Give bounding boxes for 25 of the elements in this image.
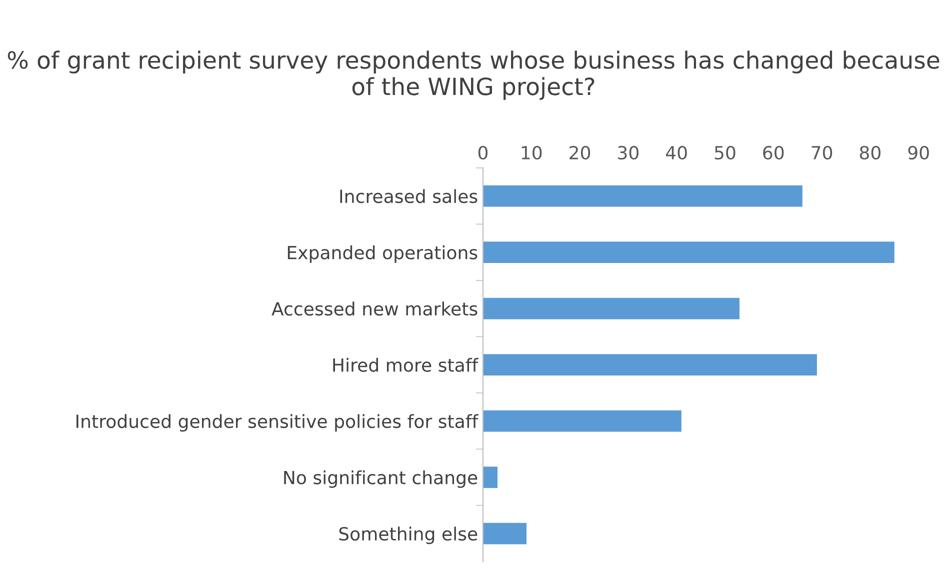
bar: [482, 242, 894, 263]
y-tick-label: Expanded operations: [288, 245, 478, 263]
x-tick-label: 40: [666, 146, 687, 160]
y-tick-label: Something else: [339, 526, 478, 544]
x-tick-label: 50: [714, 146, 736, 160]
x-tick-label: 30: [618, 146, 638, 160]
x-tick-label: 80: [860, 146, 880, 160]
x-tick-label: 10: [522, 146, 542, 160]
y-tick-label: Hired more staff: [333, 358, 478, 372]
x-tick-label: 60: [763, 146, 784, 160]
y-tick-label: Introduced gender sensitive policies for staff: [76, 414, 478, 432]
bar: [482, 522, 527, 544]
y-tick-label: Accessed new markets: [272, 302, 478, 316]
x-tick-label: 90: [908, 146, 929, 160]
bar: [482, 185, 802, 207]
x-tick-label: 70: [812, 146, 832, 160]
x-tick-label: 20: [570, 146, 590, 160]
chart-title: % of grant recipient survey respondents whose business has changed because of the WING project?: [8, 50, 940, 100]
y-tick-label: No significant change: [284, 470, 478, 488]
bar: [482, 466, 498, 488]
bar: [482, 410, 682, 432]
x-tick-label: 0: [478, 146, 488, 160]
bar: [482, 354, 817, 376]
y-tick-label: Increased sales: [340, 189, 478, 204]
bar: [482, 298, 740, 320]
